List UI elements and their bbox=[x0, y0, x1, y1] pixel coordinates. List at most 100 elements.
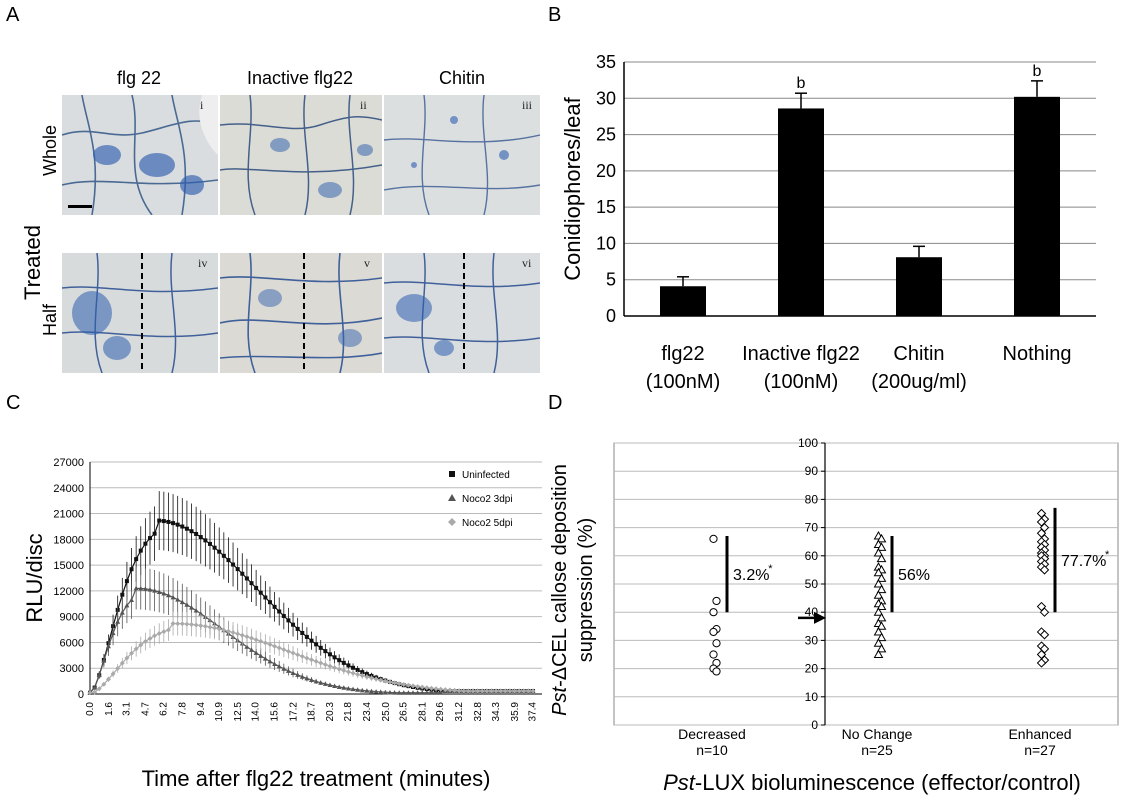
d-y-axis-label: Pst-ΔCEL callose deposition suppression (… bbox=[550, 464, 597, 716]
c-data-point bbox=[433, 690, 439, 695]
c-data-point bbox=[291, 622, 296, 627]
c-data-point bbox=[207, 541, 212, 546]
d-y-tick-label: 60 bbox=[805, 549, 819, 563]
c-data-point bbox=[281, 666, 287, 671]
c-data-point bbox=[507, 688, 513, 694]
c-data-point bbox=[364, 688, 370, 693]
d-data-point bbox=[709, 650, 718, 659]
micrograph-half-flg22-drawing bbox=[62, 253, 218, 373]
d-data-point bbox=[1039, 565, 1050, 575]
c-data-point bbox=[272, 661, 278, 666]
d-y-axis-label-line2: suppression (%) bbox=[575, 518, 597, 663]
c-data-point bbox=[299, 674, 305, 679]
c-data-point bbox=[115, 619, 121, 624]
c-data-point bbox=[281, 613, 286, 618]
c-x-tick-label: 25.0 bbox=[381, 702, 392, 722]
c-x-tick-label: 17.2 bbox=[289, 702, 300, 722]
d-data-point bbox=[709, 608, 718, 617]
d-group-label: Decreased bbox=[678, 726, 746, 742]
c-data-point bbox=[179, 621, 185, 627]
c-data-point bbox=[410, 683, 416, 689]
c-data-point bbox=[161, 629, 167, 635]
c-data-point bbox=[295, 626, 300, 631]
c-data-point bbox=[156, 589, 162, 594]
c-data-point bbox=[258, 638, 264, 644]
c-x-tick-label: 21.8 bbox=[343, 702, 354, 722]
c-data-point bbox=[433, 686, 439, 692]
c-data-point bbox=[124, 602, 130, 608]
c-data-point bbox=[300, 630, 305, 635]
c-data-point bbox=[249, 581, 254, 586]
c-data-point bbox=[92, 689, 98, 695]
b-y-tick-label: 10 bbox=[596, 233, 616, 253]
c-data-point bbox=[323, 649, 328, 654]
panel-c-label: C bbox=[6, 392, 21, 414]
c-data-point bbox=[341, 667, 347, 673]
c-data-point bbox=[438, 686, 444, 692]
c-data-point bbox=[341, 685, 347, 690]
d-data-point bbox=[873, 590, 884, 599]
c-data-point bbox=[138, 548, 143, 553]
c-data-point bbox=[175, 597, 181, 602]
c-data-point bbox=[175, 621, 181, 627]
d-x-axis-label-text: -LUX bioluminescence (effector/control) bbox=[695, 770, 1081, 795]
c-data-point bbox=[124, 655, 130, 661]
d-data-point bbox=[709, 627, 718, 637]
c-x-tick-label: 0.0 bbox=[85, 702, 96, 716]
c-data-point bbox=[387, 689, 393, 695]
c-data-point bbox=[221, 627, 227, 633]
c-data-point bbox=[249, 647, 255, 652]
c-y-tick-label: 15000 bbox=[53, 560, 84, 572]
c-data-point bbox=[337, 658, 342, 663]
c-data-point bbox=[327, 652, 332, 657]
c-data-point bbox=[262, 640, 268, 646]
d-y-tick-label: 30 bbox=[805, 633, 819, 647]
c-data-point bbox=[355, 687, 361, 692]
d-group-label: Enhanced bbox=[1008, 726, 1071, 742]
c-data-point bbox=[484, 688, 490, 694]
c-data-point bbox=[225, 628, 231, 634]
c-data-point bbox=[165, 592, 171, 598]
d-y-tick-label: 20 bbox=[805, 662, 819, 676]
micrograph-whole-flg22-drawing bbox=[62, 95, 218, 215]
d-y-tick-label: 0 bbox=[811, 718, 818, 732]
c-data-point bbox=[166, 519, 171, 524]
c-data-point bbox=[147, 587, 153, 592]
d-y-tick-label: 10 bbox=[805, 690, 819, 704]
d-y-tick-label: 50 bbox=[805, 577, 819, 591]
micrograph-half-flg22 bbox=[62, 253, 218, 373]
c-data-point bbox=[87, 690, 93, 696]
c-x-tick-label: 35.9 bbox=[510, 702, 521, 722]
micrograph-whole-inactive-flg22 bbox=[220, 95, 382, 215]
c-data-point bbox=[424, 685, 430, 691]
c-data-point bbox=[382, 678, 388, 684]
c-data-point bbox=[156, 631, 162, 637]
c-x-tick-label: 34.3 bbox=[491, 702, 502, 722]
c-data-point bbox=[170, 594, 176, 600]
c-data-point bbox=[502, 688, 508, 694]
d-group-label: No Change bbox=[842, 726, 913, 742]
c-data-point bbox=[378, 677, 384, 683]
d-significance-star: * bbox=[768, 563, 773, 575]
d-y-axis-label-text: -ΔCEL callose deposition bbox=[550, 464, 571, 687]
c-legend-marker bbox=[448, 494, 456, 501]
c-data-point bbox=[253, 650, 259, 655]
c-x-tick-label: 26.5 bbox=[399, 702, 410, 722]
c-data-point bbox=[419, 690, 425, 695]
c-data-point bbox=[105, 676, 111, 682]
c-data-point bbox=[456, 688, 462, 694]
b-y-tick-label: 5 bbox=[606, 270, 616, 290]
c-data-point bbox=[318, 660, 324, 666]
c-data-point bbox=[184, 602, 190, 607]
c-data-point bbox=[327, 663, 333, 669]
c-data-point bbox=[479, 688, 485, 694]
c-data-point bbox=[272, 604, 277, 609]
c-data-point bbox=[179, 599, 185, 605]
c-data-point bbox=[512, 688, 518, 694]
c-data-point bbox=[198, 623, 204, 629]
d-data-point bbox=[876, 584, 887, 594]
c-x-tick-label: 1.6 bbox=[104, 702, 115, 716]
panel-d-scatter-chart: 01020304050607080901003.2%*Decreasedn=10… bbox=[550, 436, 1119, 795]
c-data-point bbox=[277, 609, 282, 614]
c-x-tick-label: 14.0 bbox=[251, 702, 262, 722]
